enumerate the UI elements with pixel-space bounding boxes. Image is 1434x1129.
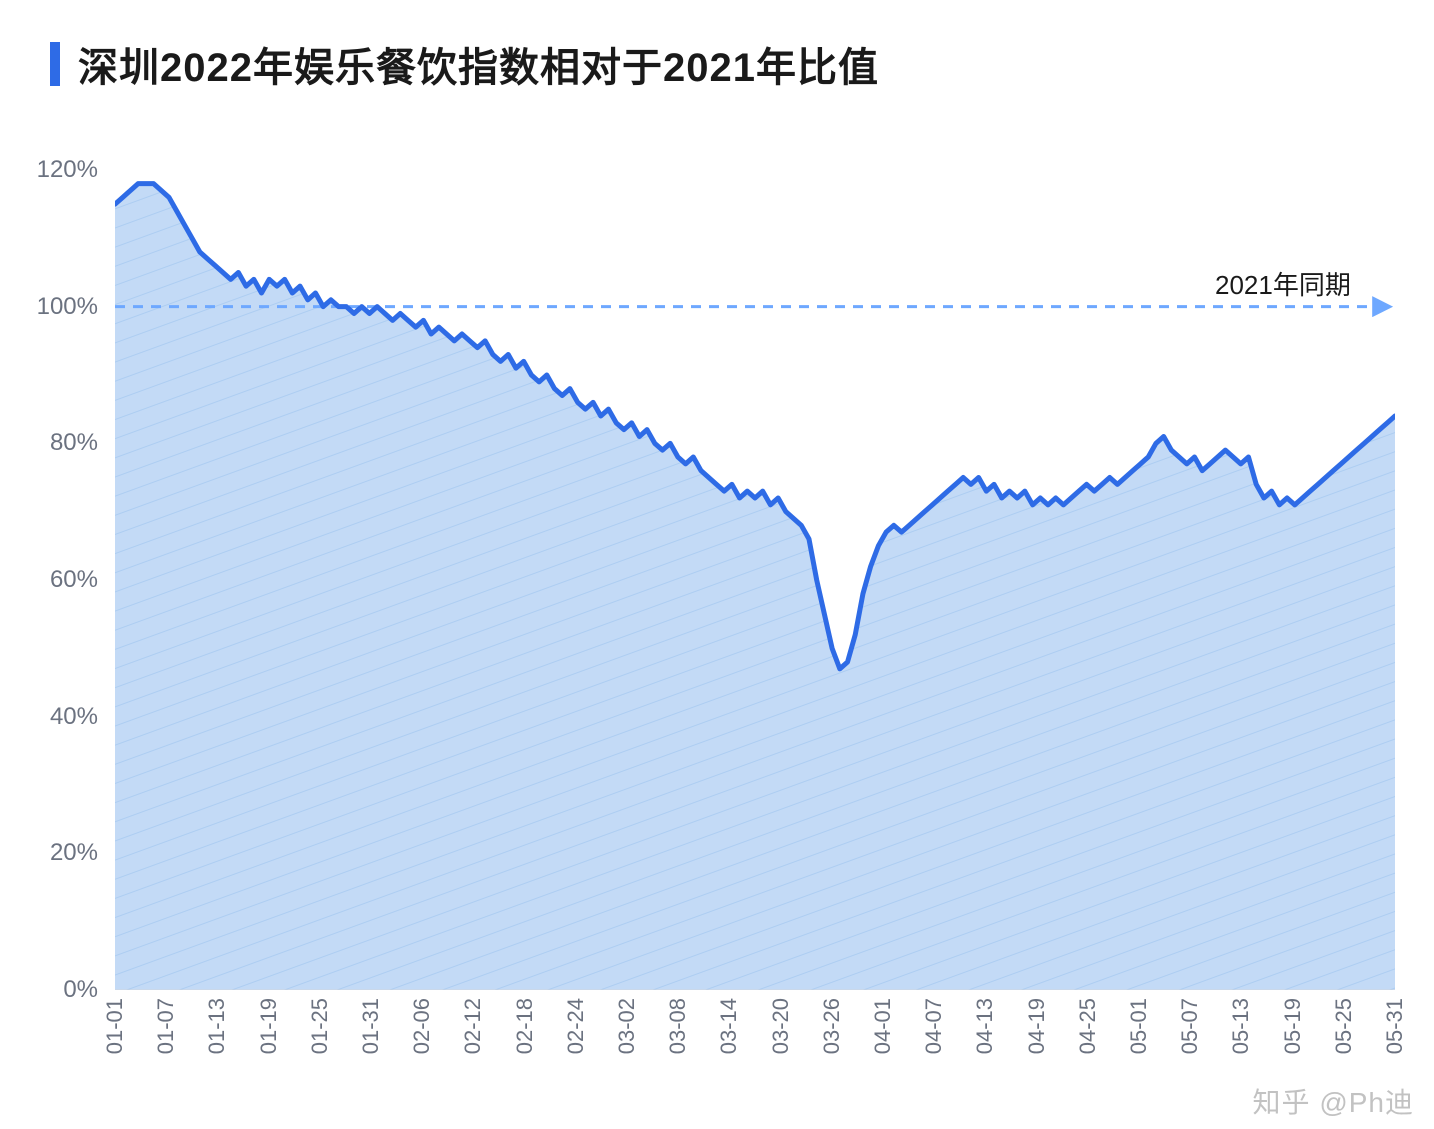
y-tick-label: 40% xyxy=(50,703,98,731)
x-tick-label: 03-02 xyxy=(614,998,640,1054)
x-tick-label: 05-01 xyxy=(1126,998,1152,1054)
x-axis: 01-0101-0701-1301-1901-2501-3102-0602-12… xyxy=(115,998,1395,1118)
x-tick-label: 04-25 xyxy=(1075,998,1101,1054)
x-tick-label: 05-07 xyxy=(1177,998,1203,1054)
x-tick-label: 03-20 xyxy=(768,998,794,1054)
x-tick-label: 01-19 xyxy=(256,998,282,1054)
plot-area xyxy=(115,170,1395,990)
x-tick-label: 01-25 xyxy=(307,998,333,1054)
x-tick-label: 03-14 xyxy=(716,998,742,1054)
y-axis: 0%20%40%60%80%100%120% xyxy=(0,170,110,990)
x-tick-label: 02-06 xyxy=(409,998,435,1054)
x-tick-label: 05-31 xyxy=(1382,998,1408,1054)
x-tick-label: 03-08 xyxy=(665,998,691,1054)
x-tick-label: 01-31 xyxy=(358,998,384,1054)
x-tick-label: 05-25 xyxy=(1331,998,1357,1054)
watermark: 知乎 @Ph迪 xyxy=(1253,1081,1414,1121)
y-tick-label: 0% xyxy=(63,976,98,1004)
title-accent-bar xyxy=(50,42,60,86)
x-tick-label: 05-19 xyxy=(1280,998,1306,1054)
chart-title-wrap: 深圳2022年娱乐餐饮指数相对于2021年比值 xyxy=(50,35,879,93)
chart-title: 深圳2022年娱乐餐饮指数相对于2021年比值 xyxy=(78,35,879,93)
x-tick-label: 02-12 xyxy=(460,998,486,1054)
y-tick-label: 120% xyxy=(37,156,98,184)
y-tick-label: 100% xyxy=(37,293,98,321)
x-tick-label: 04-19 xyxy=(1024,998,1050,1054)
y-tick-label: 80% xyxy=(50,429,98,457)
reference-line-label: 2021年同期 xyxy=(1215,265,1351,302)
chart-container: 深圳2022年娱乐餐饮指数相对于2021年比值 0% 20% 40% 60% 80% 10… xyxy=(0,0,1434,1129)
x-tick-label: 05-13 xyxy=(1228,998,1254,1054)
y-tick-label: 60% xyxy=(50,566,98,594)
x-tick-label: 03-26 xyxy=(819,998,845,1054)
x-tick-label: 02-18 xyxy=(512,998,538,1054)
x-tick-label: 01-13 xyxy=(204,998,230,1054)
x-tick-label: 04-07 xyxy=(921,998,947,1054)
chart-svg xyxy=(115,170,1395,990)
x-tick-label: 01-01 xyxy=(102,998,128,1054)
x-tick-label: 04-13 xyxy=(972,998,998,1054)
x-tick-label: 01-07 xyxy=(153,998,179,1054)
x-tick-label: 04-01 xyxy=(870,998,896,1054)
y-tick-label: 20% xyxy=(50,839,98,867)
x-tick-label: 02-24 xyxy=(563,998,589,1054)
